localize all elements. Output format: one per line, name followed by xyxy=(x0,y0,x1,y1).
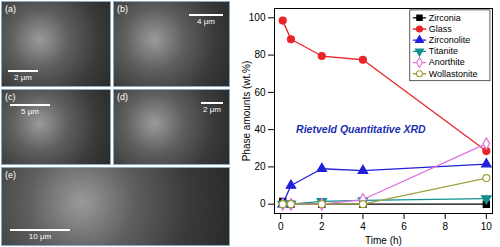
svg-text:Anorthite: Anorthite xyxy=(429,57,465,67)
svg-text:Phase amounts (wt.%): Phase amounts (wt.%) xyxy=(241,61,252,162)
svg-text:4: 4 xyxy=(360,221,366,232)
html-text:(d): (d) xyxy=(117,92,128,102)
html-text:5 μm: 5 μm xyxy=(21,107,39,116)
svg-text:Zirconia: Zirconia xyxy=(429,13,461,23)
svg-text:Rietveld Quantitative XRD: Rietveld Quantitative XRD xyxy=(296,123,426,135)
svg-text:8: 8 xyxy=(442,221,448,232)
svg-text:80: 80 xyxy=(254,49,266,60)
html-text:2 μm: 2 μm xyxy=(14,73,32,82)
svg-text:2: 2 xyxy=(319,221,325,232)
html-text:2 μm: 2 μm xyxy=(203,105,221,114)
svg-text:Titanite: Titanite xyxy=(429,46,458,56)
html-text:(a): (a) xyxy=(5,4,16,14)
svg-text:40: 40 xyxy=(254,124,266,135)
svg-text:Zirconolite: Zirconolite xyxy=(429,35,471,45)
svg-text:10: 10 xyxy=(481,221,493,232)
svg-text:Wollastonite: Wollastonite xyxy=(429,69,478,79)
html-text:(b): (b) xyxy=(117,4,128,14)
svg-text:Time (h): Time (h) xyxy=(365,235,402,246)
svg-text:0: 0 xyxy=(278,221,284,232)
html-text:4 μm: 4 μm xyxy=(197,17,215,26)
svg-text:100: 100 xyxy=(249,12,266,23)
html-text:(c): (c) xyxy=(5,92,16,102)
svg-text:Glass: Glass xyxy=(429,24,453,34)
svg-text:20: 20 xyxy=(254,161,266,172)
svg-text:0: 0 xyxy=(260,198,266,209)
svg-text:60: 60 xyxy=(254,87,266,98)
svg-text:6: 6 xyxy=(401,221,407,232)
html-text:10 μm: 10 μm xyxy=(28,232,52,241)
html-text:(e): (e) xyxy=(5,170,16,180)
